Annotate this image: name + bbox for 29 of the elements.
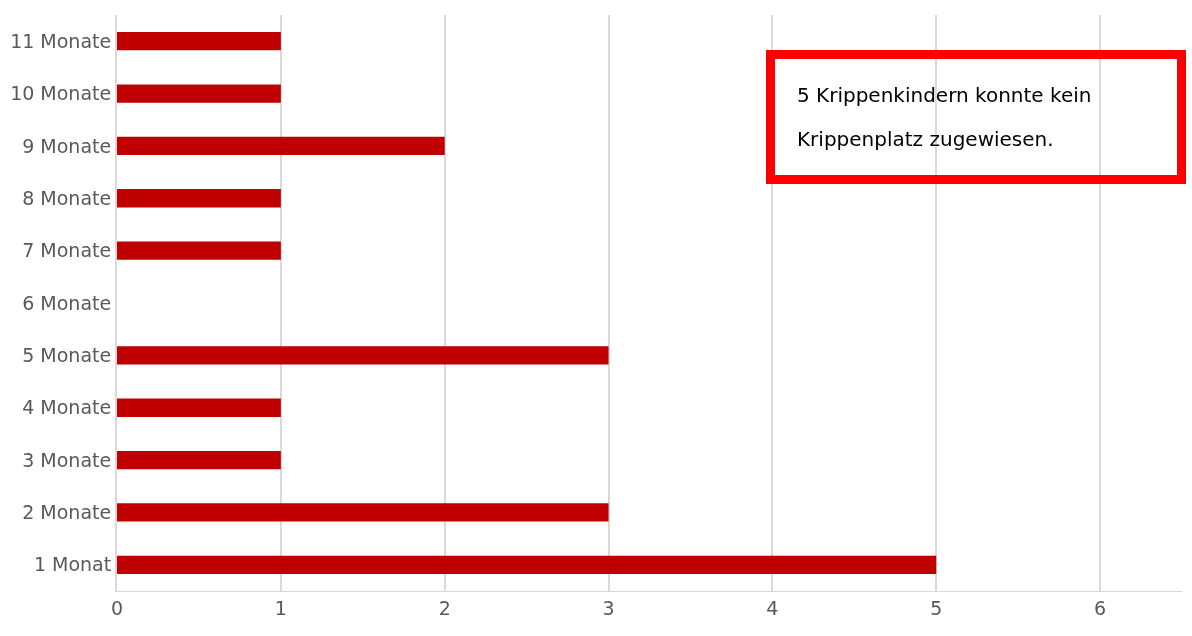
y-tick-label: 5 Monate bbox=[22, 344, 112, 367]
y-tick-label: 1 Monat bbox=[33, 553, 112, 576]
x-tick-label: 1 bbox=[274, 596, 287, 619]
y-tick-label: 9 Monate bbox=[22, 134, 112, 157]
y-tick-label: 4 Monate bbox=[22, 396, 112, 419]
bar bbox=[117, 503, 609, 522]
y-tick-label: 10 Monate bbox=[10, 82, 112, 105]
bar bbox=[117, 450, 281, 470]
x-tick-label: 5 bbox=[930, 596, 943, 619]
bar bbox=[117, 346, 609, 365]
bar bbox=[117, 32, 281, 51]
bar bbox=[117, 241, 281, 260]
x-tick-label: 2 bbox=[438, 596, 451, 619]
text-box: 5 Krippenkindern konnte kein Krippenplatz zugewiesen. bbox=[766, 50, 1186, 184]
x-tick-label: 3 bbox=[602, 596, 615, 619]
y-tick-label: 3 Monate bbox=[22, 448, 112, 471]
bar bbox=[117, 189, 281, 208]
bar bbox=[117, 398, 281, 417]
y-tick-label: 2 Monate bbox=[22, 501, 112, 524]
bar bbox=[117, 136, 445, 156]
bar bbox=[117, 555, 937, 574]
x-tick-label: 0 bbox=[110, 596, 124, 619]
y-tick-label: 8 Monate bbox=[22, 186, 112, 209]
bar bbox=[117, 84, 281, 103]
x-tick-label: 4 bbox=[766, 596, 779, 619]
y-tick-label: 6 Monate bbox=[22, 291, 112, 314]
x-tick-label: 6 bbox=[1094, 596, 1107, 619]
y-tick-label: 11 Monate bbox=[10, 29, 112, 52]
y-tick-label: 7 Monate bbox=[22, 239, 112, 262]
